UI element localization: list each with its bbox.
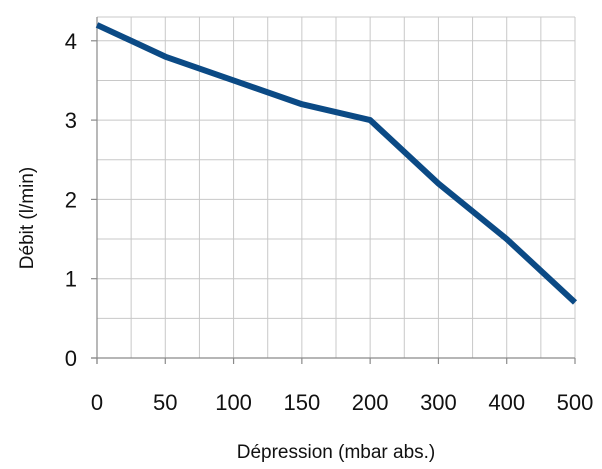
grid: [96, 16, 576, 359]
y-tick-label: 3: [65, 108, 77, 133]
x-tick-label: 100: [215, 390, 252, 415]
x-tick-label: 500: [557, 390, 594, 415]
y-axis-label: Débit (l/min): [17, 167, 38, 269]
x-tick-label: 400: [488, 390, 525, 415]
series-line: [95, 22, 578, 305]
x-tick-label: 50: [153, 390, 177, 415]
y-tick-label: 2: [65, 187, 77, 212]
axes: [91, 17, 576, 364]
y-tick-label: 4: [65, 29, 77, 54]
y-tick-label: 0: [65, 346, 77, 371]
x-tick-label: 200: [352, 390, 389, 415]
series: [95, 22, 578, 305]
x-tick-labels: 0 50 100 150 200 300 400 500: [91, 390, 593, 415]
x-tick-label: 150: [283, 390, 320, 415]
y-tick-label: 1: [65, 267, 77, 292]
x-tick-label: 300: [420, 390, 457, 415]
x-axis-label: Dépression (mbar abs.): [237, 442, 436, 463]
y-tick-labels: 0 1 2 3 4: [65, 29, 77, 371]
x-tick-label: 0: [91, 390, 103, 415]
